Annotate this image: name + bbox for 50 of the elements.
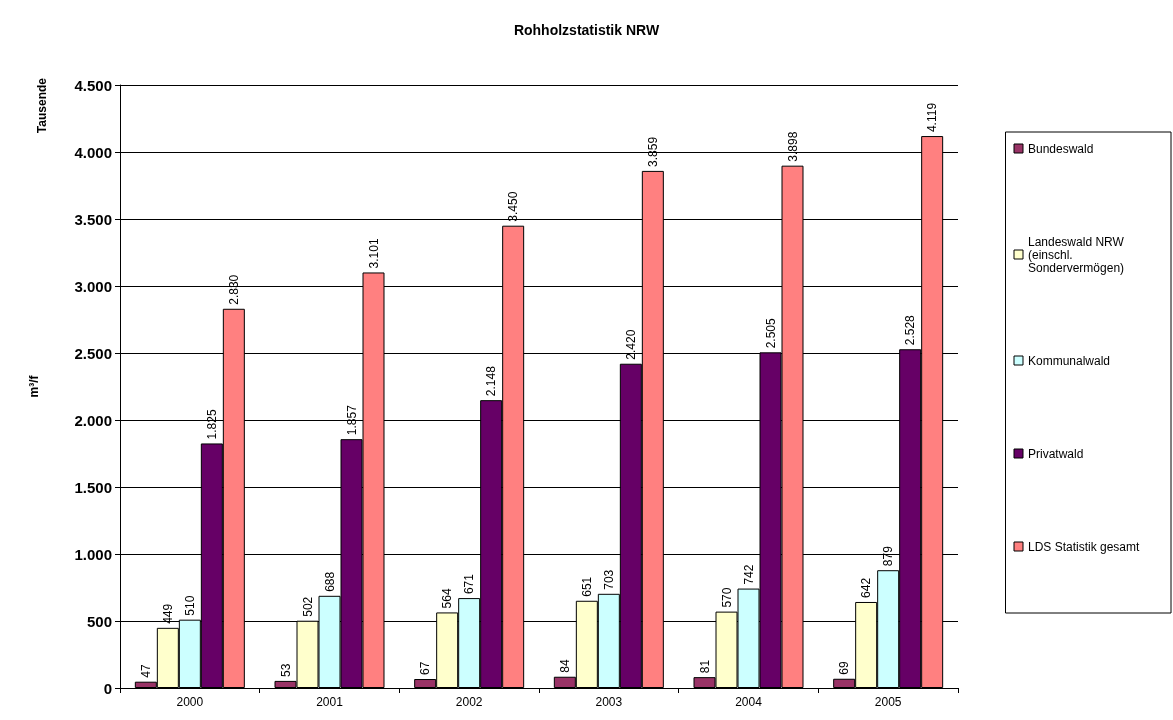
- data-label: 642: [859, 577, 874, 598]
- legend-label: Privatwald: [1028, 446, 1084, 461]
- y-tick-label: 4.500: [74, 76, 112, 94]
- y-tick-label: 4.000: [74, 143, 112, 161]
- y-tick-label: 2.500: [74, 344, 112, 362]
- x-tick-label: 2002: [455, 695, 483, 709]
- legend-label: Kommunalwald: [1028, 353, 1111, 368]
- data-label: 3.898: [785, 131, 800, 162]
- data-label: 510: [182, 595, 197, 616]
- data-label: 84: [557, 659, 572, 673]
- data-label: 3.450: [506, 191, 521, 222]
- data-label: 651: [579, 576, 594, 597]
- data-label: 47: [138, 664, 153, 678]
- data-label: 69: [837, 661, 852, 675]
- data-label: 2.830: [226, 274, 241, 305]
- x-tick-label: 2004: [735, 695, 763, 709]
- data-label: 3.101: [366, 238, 381, 269]
- data-label: 53: [278, 663, 293, 677]
- data-label: 2.528: [903, 314, 918, 346]
- data-label: 688: [322, 571, 337, 592]
- x-tick-label: 2003: [595, 695, 623, 709]
- legend-label: LDS Statistik gesamt: [1028, 539, 1141, 554]
- y-tick-label: 1.500: [74, 478, 112, 496]
- y-tick-label: 3.500: [74, 210, 112, 228]
- x-tick-label: 2001: [316, 695, 344, 709]
- y-tick-label: 2.000: [74, 411, 112, 429]
- legend-label: Landeswald NRW (einschl. Sondervermögen): [1028, 234, 1128, 275]
- y-tick-label: 1.000: [74, 545, 112, 563]
- legend-label: Bundeswald: [1028, 141, 1094, 156]
- data-label: 703: [601, 569, 616, 590]
- data-label: 742: [741, 564, 756, 585]
- data-label: 502: [300, 596, 315, 617]
- chart-title: Rohholzstatistik NRW: [513, 22, 660, 38]
- y-tick-label: 3.000: [74, 277, 112, 295]
- y-tick-label: 500: [86, 612, 112, 630]
- data-label: 564: [440, 588, 455, 609]
- text: Tausende: [35, 77, 49, 134]
- data-label: 2.505: [763, 317, 778, 349]
- data-label: 4.119: [925, 102, 940, 133]
- x-tick-label: 2005: [874, 695, 902, 709]
- data-label: 2.148: [484, 365, 499, 397]
- data-label: 81: [697, 659, 712, 674]
- data-label: 2.420: [623, 329, 638, 360]
- y-tick-label: 0: [103, 679, 112, 697]
- y-axis-title: m³/f: [27, 374, 41, 398]
- data-label: 67: [418, 661, 433, 676]
- x-tick-label: 2000: [176, 695, 204, 709]
- data-label: 1.825: [204, 409, 219, 440]
- data-label: 570: [719, 587, 734, 608]
- data-label: 671: [462, 573, 477, 595]
